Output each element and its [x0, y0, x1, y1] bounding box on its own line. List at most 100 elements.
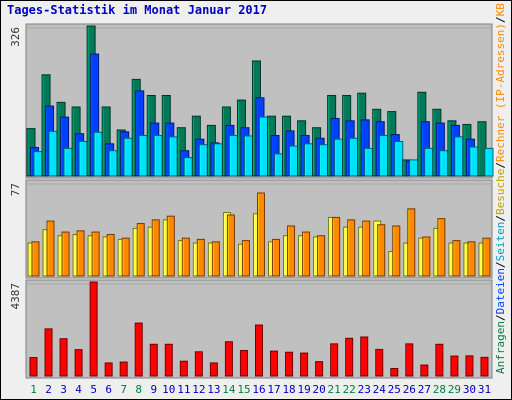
bar-rechner-day20	[317, 235, 326, 277]
bar-rechner-day14	[226, 214, 235, 277]
bar-kb-f-day5	[89, 281, 98, 377]
bar-kb-f-day15	[239, 350, 248, 377]
day-label-3: 3	[60, 383, 67, 396]
bar-rechner-day30	[467, 241, 476, 277]
bar-kb-f-day17	[270, 350, 279, 377]
bar-seiten-day31	[484, 147, 494, 177]
legend-segment: Seiten	[494, 222, 507, 262]
day-label-28: 28	[433, 383, 446, 396]
day-label-11: 11	[177, 383, 190, 396]
legend-segment: /	[494, 162, 507, 169]
legend-segment: Besuche	[494, 169, 507, 215]
bar-kb-f-day16	[254, 324, 263, 377]
day-label-16: 16	[252, 383, 265, 396]
bar-kb-f-day13	[209, 362, 218, 377]
day-label-20: 20	[313, 383, 326, 396]
bar-rechner-day21	[332, 216, 341, 277]
day-label-5: 5	[90, 383, 97, 396]
bar-rechner-day25	[392, 225, 401, 277]
bar-kb-f-day1	[29, 357, 38, 377]
day-label-30: 30	[463, 383, 476, 396]
bar-kb-f-day26	[405, 343, 414, 377]
day-label-22: 22	[343, 383, 356, 396]
bar-rechner-day29	[452, 240, 461, 277]
chart-title: Tages-Statistik im Monat Januar 2017	[7, 3, 268, 17]
bar-rechner-day28	[437, 218, 446, 277]
day-label-21: 21	[328, 383, 341, 396]
ymax-label-middle: 77	[9, 183, 22, 196]
bar-rechner-day1	[31, 241, 40, 277]
day-label-4: 4	[75, 383, 82, 396]
legend-segment: KB Out	[494, 0, 507, 16]
bar-kb-f-day14	[224, 341, 233, 377]
bar-kb-f-day25	[390, 368, 399, 377]
bar-kb-f-day8	[134, 322, 143, 377]
bar-kb-f-day3	[59, 338, 68, 377]
legend-segment: Rechner (IP-Adressen)	[494, 23, 507, 162]
bar-rechner-day11	[181, 237, 190, 277]
legend-segment: /	[494, 215, 507, 222]
legend-segment: /	[494, 261, 507, 268]
bar-kb-f-day28	[435, 343, 444, 377]
bar-rechner-day6	[106, 233, 115, 277]
bar-kb-f-day24	[375, 348, 384, 377]
day-label-8: 8	[135, 383, 142, 396]
day-label-19: 19	[297, 383, 310, 396]
bar-rechner-day19	[302, 231, 311, 277]
bar-kb-f-day20	[315, 361, 324, 377]
bar-kb-f-day19	[300, 352, 309, 377]
bar-seiten-day25	[394, 140, 404, 177]
day-label-31: 31	[478, 383, 491, 396]
bar-rechner-day22	[347, 219, 356, 277]
bar-rechner-day17	[272, 238, 281, 277]
bar-rechner-day15	[241, 240, 250, 277]
bar-kb-f-day23	[360, 336, 369, 377]
bar-kb-f-day7	[119, 361, 128, 377]
day-label-15: 15	[237, 383, 250, 396]
bar-rechner-day24	[377, 224, 386, 277]
day-label-24: 24	[373, 383, 387, 396]
bar-kb-f-day6	[104, 362, 113, 377]
day-label-7: 7	[120, 383, 127, 396]
day-label-23: 23	[358, 383, 371, 396]
legend-segment: Dateien	[494, 268, 507, 314]
bar-kb-f-day11	[179, 360, 188, 377]
bar-kb-f-day27	[420, 364, 429, 377]
day-label-27: 27	[418, 383, 431, 396]
day-label-29: 29	[448, 383, 461, 396]
legend-segment: Anfragen	[494, 321, 507, 374]
day-label-10: 10	[162, 383, 175, 396]
bar-rechner-day7	[121, 237, 130, 277]
bar-rechner-day5	[91, 231, 100, 277]
right-legend: Anfragen/Dateien/Seiten/Besuche/Rechner …	[494, 0, 507, 374]
legend-segment: /	[494, 16, 507, 23]
bar-rechner-day12	[196, 238, 205, 277]
bar-rechner-day10	[166, 215, 175, 277]
bar-kb-f-day22	[345, 337, 354, 377]
day-label-9: 9	[150, 383, 157, 396]
bar-rechner-day16	[256, 192, 265, 277]
bar-rechner-day26	[407, 208, 416, 277]
bar-rechner-day8	[136, 223, 145, 277]
bar-kb-f-day29	[450, 355, 459, 377]
bar-rechner-day2	[46, 220, 55, 277]
bar-rechner-day31	[482, 237, 491, 277]
bar-kb-f-day18	[285, 351, 294, 377]
day-label-17: 17	[267, 383, 280, 396]
bar-rechner-day13	[211, 241, 220, 277]
ymax-label-bottom: 4387	[9, 283, 22, 310]
bar-kb-f-day21	[330, 343, 339, 377]
day-label-12: 12	[192, 383, 205, 396]
day-label-26: 26	[403, 383, 416, 396]
bar-rechner-day4	[76, 230, 85, 277]
day-label-2: 2	[45, 383, 52, 396]
day-label-1: 1	[30, 383, 37, 396]
bar-rechner-day23	[362, 220, 371, 277]
day-label-6: 6	[105, 383, 112, 396]
bar-kb-f-day12	[194, 351, 203, 377]
day-label-14: 14	[222, 383, 236, 396]
bar-kb-f-day2	[44, 328, 53, 377]
day-label-25: 25	[388, 383, 401, 396]
bar-kb-f-day9	[149, 343, 158, 377]
